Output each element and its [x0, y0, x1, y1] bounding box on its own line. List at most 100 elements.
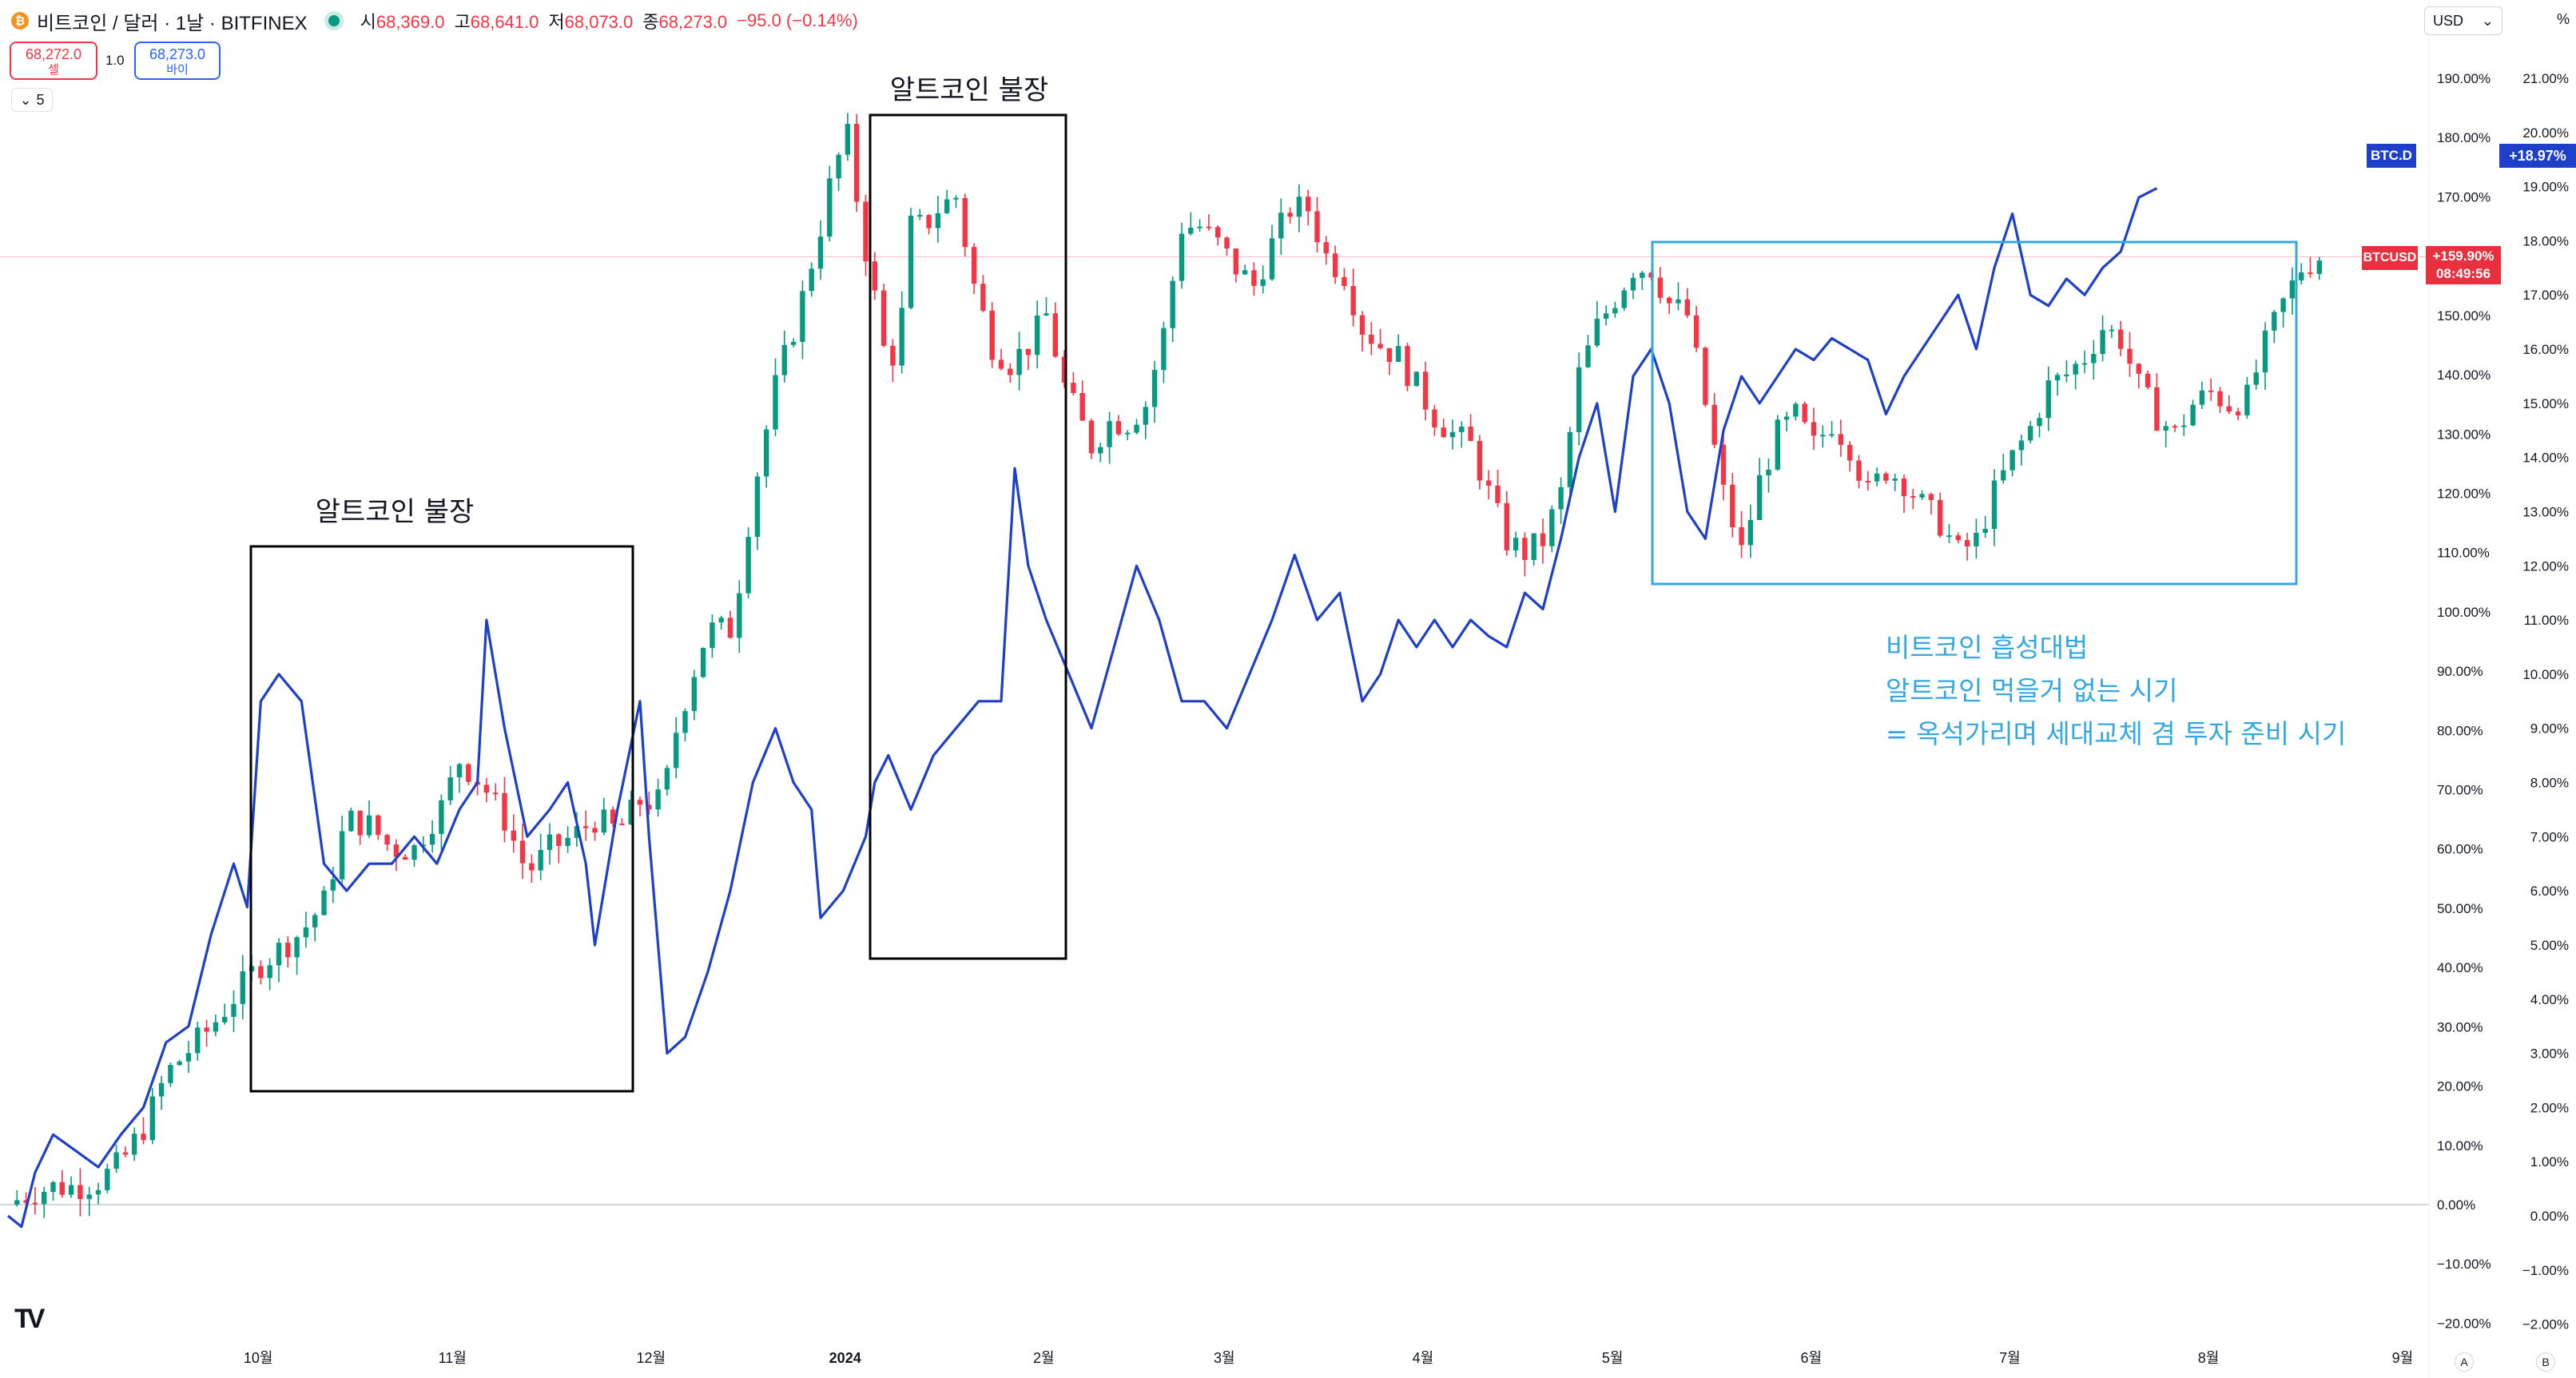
left-tick-label: 10.00% [2437, 1138, 2483, 1154]
candle [773, 358, 778, 437]
x-tick-label: 8월 [2198, 1350, 2220, 1366]
candle [1224, 236, 1230, 256]
right-tick-label: 14.00% [2522, 451, 2569, 466]
candle [357, 810, 363, 845]
right-tick-label: 6.00% [2530, 884, 2569, 899]
candle [1134, 419, 1139, 435]
sell-price: 68,272.0 [25, 46, 82, 62]
candle [1044, 296, 1049, 316]
ohlc-open: 시68,369.0 [360, 12, 445, 32]
btcd-value-tag: +18.97% [2499, 144, 2576, 168]
candle [1170, 276, 1175, 343]
candle [592, 821, 598, 841]
candle [2010, 449, 2015, 477]
candle [1052, 302, 1058, 358]
log-scale-button[interactable]: B [2536, 1352, 2555, 1372]
candle [1766, 458, 1771, 493]
ohlc-low: 저68,073.0 [548, 12, 634, 32]
candle [754, 472, 761, 550]
candle [122, 1146, 129, 1158]
candle [2091, 340, 2097, 380]
candle [276, 938, 282, 983]
left-tick-label: 90.00% [2437, 664, 2483, 679]
candle [971, 243, 977, 295]
candle [1919, 490, 1925, 501]
candle [1061, 350, 1067, 388]
candle [466, 763, 471, 785]
candle [1747, 504, 1754, 558]
x-tick-label: 2월 [1033, 1350, 1055, 1366]
annotation-line-1: 비트코인 흡성대법 [1886, 632, 2088, 663]
candle [674, 717, 679, 779]
candle [1513, 531, 1519, 558]
candle [1802, 401, 1807, 425]
candle [2001, 453, 2006, 484]
right-tick-label: 18.00% [2522, 233, 2569, 248]
candle [493, 783, 499, 801]
candle [1955, 532, 1961, 544]
candle [1306, 189, 1311, 226]
candle [447, 765, 453, 805]
market-open-icon [328, 15, 340, 26]
buy-button[interactable]: 68,273.0 바이 [134, 42, 221, 80]
candle [294, 935, 300, 975]
candle [1422, 361, 1429, 421]
candle [2154, 373, 2160, 431]
bitcoin-icon: ₿ [11, 12, 29, 30]
candle [1369, 321, 1374, 355]
candle [303, 911, 309, 948]
candle [1910, 489, 1916, 510]
candle [881, 284, 887, 347]
candle [547, 823, 553, 865]
candle [1684, 288, 1690, 319]
sell-button[interactable]: 68,272.0 셀 [10, 42, 97, 80]
candle [790, 338, 797, 347]
candle [185, 1041, 192, 1074]
candle [204, 1019, 209, 1047]
auto-scale-button[interactable]: A [2455, 1352, 2474, 1372]
candle [1612, 301, 1618, 318]
candle [1206, 214, 1212, 231]
candle [1125, 430, 1131, 440]
currency-value: USD [2433, 12, 2464, 29]
btcusd-name-tag: BTCUSD [2362, 246, 2418, 270]
candle [890, 339, 896, 383]
left-tick-label: 70.00% [2437, 783, 2483, 798]
right-tick-label: 20.00% [2522, 125, 2569, 141]
candle [149, 1088, 155, 1145]
candle [1260, 265, 1266, 294]
candle [1991, 469, 1998, 546]
indicators-toggle[interactable]: ⌄ 5 [11, 88, 53, 112]
percent-scale-button[interactable]: % [2557, 11, 2570, 27]
candle [2028, 420, 2033, 443]
candle [800, 280, 805, 359]
candle [1793, 402, 1799, 421]
candle [583, 810, 589, 841]
candle [691, 669, 697, 721]
candle [745, 527, 751, 598]
candle [1251, 262, 1257, 296]
left-tick-label: 140.00% [2437, 367, 2491, 383]
sell-label: 셀 [48, 63, 59, 77]
candle [845, 113, 851, 161]
candle [105, 1163, 110, 1193]
tradingview-logo[interactable]: TV [14, 1304, 46, 1334]
candle [1829, 421, 1835, 438]
buy-price: 68,273.0 [149, 46, 206, 62]
candle [700, 647, 706, 678]
currency-select[interactable]: USD ⌄ [2424, 6, 2502, 35]
candle [2045, 366, 2051, 431]
candle [1549, 505, 1555, 553]
candle [1486, 470, 1492, 500]
ohlc-high: 고68,641.0 [454, 12, 539, 32]
x-tick-label: 7월 [1999, 1350, 2021, 1366]
spread-value: 1.0 [105, 53, 125, 68]
candle [1332, 245, 1338, 284]
annotation-line-2: 알트코인 먹을거 없는 시기 [1886, 675, 2177, 706]
candle [1242, 264, 1248, 276]
symbol-title[interactable]: 비트코인 / 달러 · 1날 · BITFINEX [37, 12, 308, 34]
buy-label: 바이 [166, 63, 189, 77]
x-tick-label: 2024 [829, 1350, 861, 1366]
candle [1720, 431, 1727, 501]
